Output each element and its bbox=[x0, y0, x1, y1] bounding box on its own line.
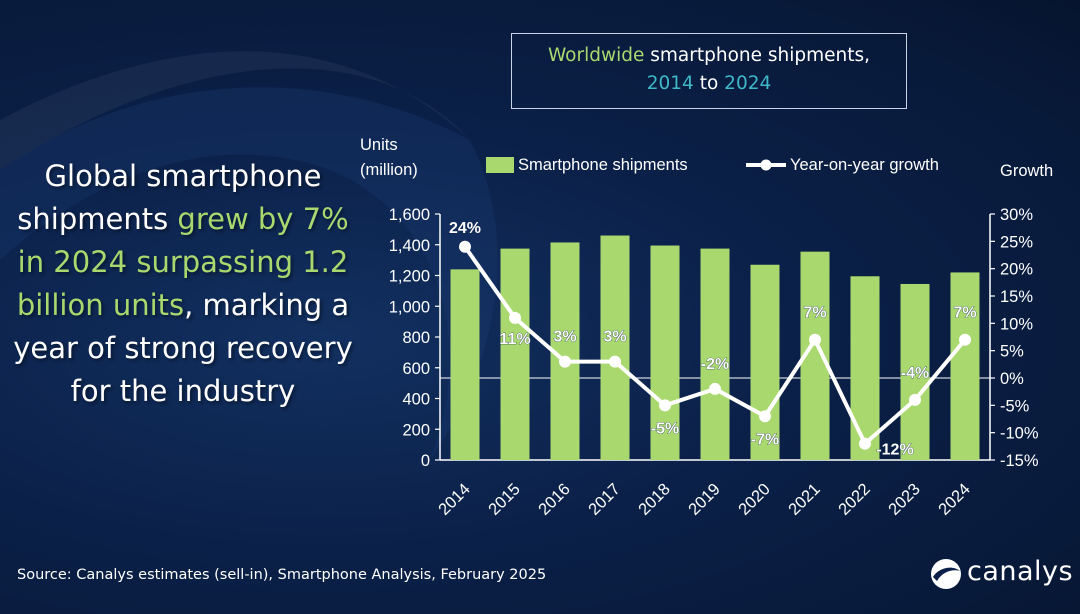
growth-data-label: 7% bbox=[803, 305, 826, 322]
legend-line-label: Year-on-year growth bbox=[790, 156, 939, 174]
left-axis-title-line-2: (million) bbox=[360, 161, 418, 179]
x-tick-label: 2017 bbox=[585, 480, 624, 519]
x-tick-label: 2018 bbox=[635, 480, 674, 519]
source-note: Source: Canalys estimates (sell-in), Sma… bbox=[17, 567, 547, 583]
x-tick-label: 2021 bbox=[785, 480, 824, 519]
left-tick-label: 800 bbox=[402, 329, 430, 347]
growth-data-label: 24% bbox=[449, 220, 481, 237]
title-smartphone-shipments: smartphone shipments, bbox=[644, 45, 871, 66]
headline-part-1: Global smartphone shipments bbox=[17, 159, 322, 236]
bar-2015 bbox=[500, 248, 530, 460]
title-to: to bbox=[693, 73, 725, 94]
bar-2014 bbox=[450, 269, 480, 460]
right-tick-label: -15% bbox=[1000, 452, 1039, 470]
headline-part-3: , marking a year of strong recovery for … bbox=[13, 288, 353, 408]
left-tick-label: 600 bbox=[402, 360, 430, 378]
left-axis-title-line-1: Units bbox=[360, 136, 398, 154]
legend-line-marker bbox=[760, 159, 772, 171]
x-tick-label: 2014 bbox=[435, 480, 474, 519]
bar-2023 bbox=[900, 283, 930, 460]
bar-2018 bbox=[650, 245, 680, 460]
left-tick-label: 1,400 bbox=[389, 237, 430, 255]
growth-data-label: 7% bbox=[953, 305, 976, 322]
growth-marker-2019 bbox=[709, 382, 721, 395]
growth-data-label: 11% bbox=[499, 331, 530, 348]
x-tick-label: 2023 bbox=[885, 480, 924, 519]
left-tick-label: 400 bbox=[402, 391, 430, 409]
x-tick-label: 2016 bbox=[535, 480, 574, 519]
bar-2019 bbox=[700, 248, 730, 460]
bar-2024 bbox=[950, 272, 980, 460]
growth-marker-2016 bbox=[559, 355, 571, 368]
title-worldwide: Worldwide bbox=[547, 45, 645, 66]
logo-text: canalys bbox=[967, 556, 1074, 587]
left-tick-label: 1,600 bbox=[389, 206, 430, 224]
title-end-year: 2024 bbox=[724, 73, 772, 94]
right-tick-label: 30% bbox=[1000, 206, 1033, 224]
x-tick-label: 2022 bbox=[835, 480, 874, 519]
growth-data-label: -12% bbox=[876, 442, 913, 459]
growth-data-label: -7% bbox=[751, 431, 779, 448]
x-tick-label: 2020 bbox=[735, 480, 774, 519]
growth-data-label: -4% bbox=[901, 365, 929, 382]
right-tick-label: -5% bbox=[1000, 397, 1030, 415]
right-tick-label: 20% bbox=[1000, 261, 1033, 279]
x-tick-label: 2019 bbox=[685, 480, 724, 519]
left-tick-label: 1,000 bbox=[389, 298, 430, 316]
canalys-logo: canalys bbox=[929, 554, 1074, 594]
left-tick-label: 0 bbox=[421, 452, 430, 470]
legend-bar-label: Smartphone shipments bbox=[518, 156, 688, 174]
bar-2017 bbox=[600, 235, 630, 460]
growth-marker-2022 bbox=[859, 437, 871, 450]
right-tick-label: 15% bbox=[1000, 288, 1033, 306]
headline-highlight: grew by 7% in 2024 surpassing 1.2 billio… bbox=[16, 202, 349, 322]
right-axis-title: Growth bbox=[1000, 162, 1053, 180]
left-tick-label: 1,200 bbox=[389, 268, 430, 286]
growth-marker-2018 bbox=[659, 399, 671, 412]
growth-data-label: -2% bbox=[701, 356, 729, 373]
x-tick-label: 2024 bbox=[935, 480, 974, 519]
x-tick-label: 2015 bbox=[485, 480, 524, 519]
growth-marker-2014 bbox=[459, 240, 471, 253]
growth-data-label: 3% bbox=[553, 329, 576, 346]
chart-title-box: Worldwide smartphone shipments, 2014 to … bbox=[511, 33, 907, 109]
growth-marker-2021 bbox=[809, 333, 821, 346]
right-tick-label: 5% bbox=[1000, 343, 1024, 361]
right-tick-label: 10% bbox=[1000, 315, 1033, 333]
growth-marker-2024 bbox=[959, 333, 971, 346]
growth-data-label: 3% bbox=[603, 329, 626, 346]
bar-2022 bbox=[850, 276, 880, 460]
growth-marker-2023 bbox=[909, 393, 921, 406]
title-start-year: 2014 bbox=[646, 73, 694, 94]
growth-data-label: -5% bbox=[651, 420, 679, 437]
right-tick-label: -10% bbox=[1000, 425, 1039, 443]
legend-bar-swatch bbox=[486, 157, 514, 173]
right-tick-label: 25% bbox=[1000, 233, 1033, 251]
right-tick-label: 0% bbox=[1000, 370, 1024, 388]
growth-marker-2017 bbox=[609, 355, 621, 368]
growth-marker-2015 bbox=[509, 311, 521, 324]
headline-text: Global smartphone shipments grew by 7% i… bbox=[8, 155, 358, 413]
canalys-swirl-logo-icon bbox=[931, 559, 961, 589]
bar-2020 bbox=[750, 264, 780, 460]
growth-marker-2020 bbox=[759, 410, 771, 423]
left-tick-label: 200 bbox=[402, 421, 430, 439]
